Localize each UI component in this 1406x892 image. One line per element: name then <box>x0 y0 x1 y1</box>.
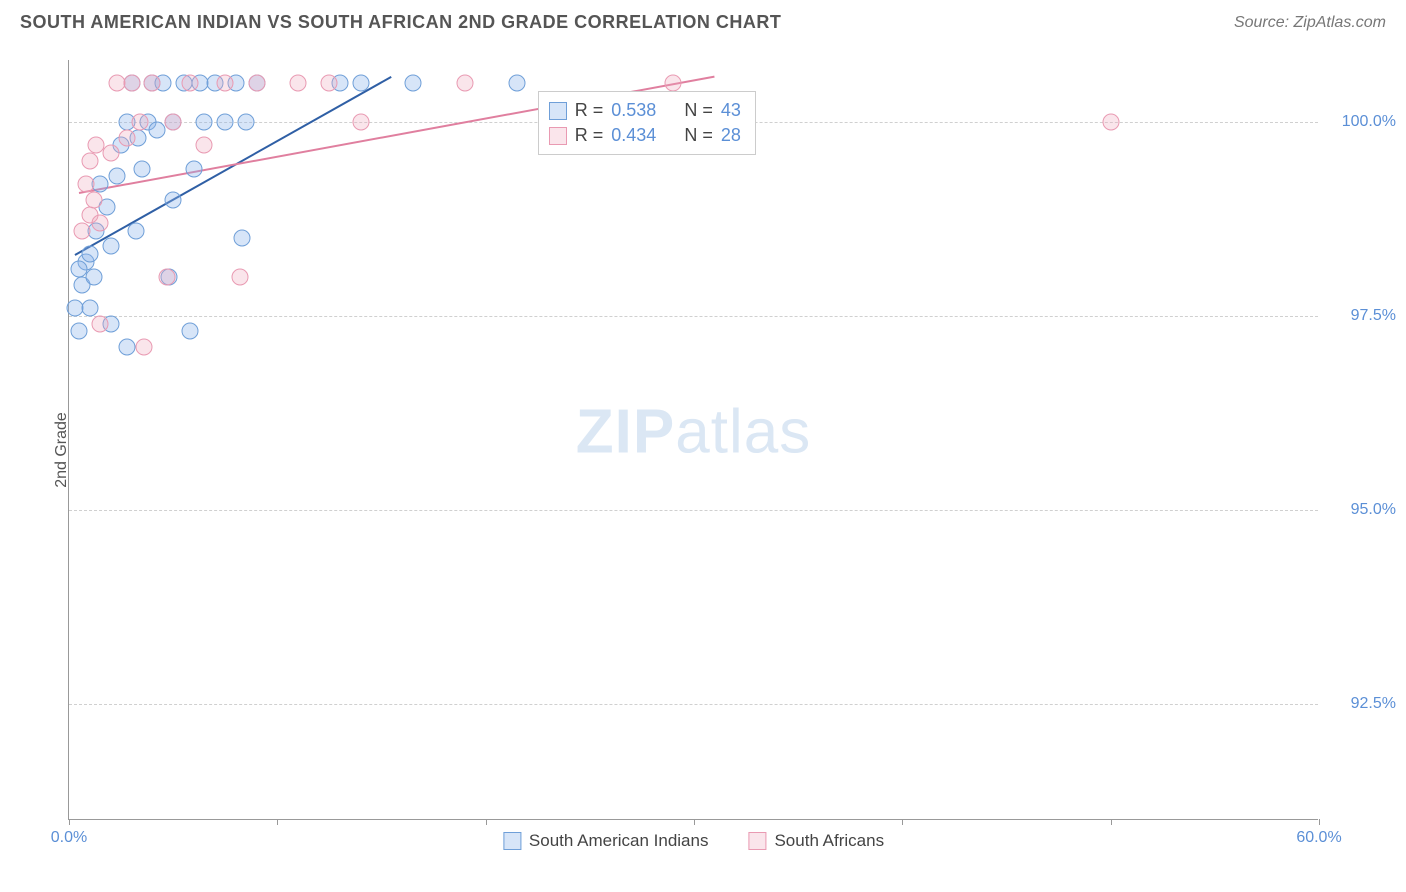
gridline <box>69 704 1318 705</box>
data-point <box>665 75 682 92</box>
data-point <box>233 230 250 247</box>
data-point <box>196 114 213 131</box>
data-point <box>181 75 198 92</box>
data-point <box>136 338 153 355</box>
legend-n-label: N = <box>684 100 713 121</box>
data-point <box>217 75 234 92</box>
data-point <box>71 323 88 340</box>
data-point <box>131 114 148 131</box>
y-tick-label: 97.5% <box>1326 307 1396 325</box>
data-point <box>127 222 144 239</box>
watermark-rest: atlas <box>675 397 811 466</box>
data-point <box>119 129 136 146</box>
data-point <box>181 323 198 340</box>
legend-n-value: 28 <box>721 125 741 146</box>
data-point <box>158 269 175 286</box>
data-point <box>92 176 109 193</box>
data-point <box>102 238 119 255</box>
data-point <box>148 121 165 138</box>
data-point <box>290 75 307 92</box>
x-tick-label: 60.0% <box>1296 829 1341 847</box>
legend-label: South American Indians <box>529 831 709 851</box>
legend-item: South Africans <box>748 831 884 851</box>
legend-item: South American Indians <box>503 831 709 851</box>
legend-r-label: R = <box>575 100 604 121</box>
data-point <box>92 214 109 231</box>
data-point <box>321 75 338 92</box>
data-point <box>186 160 203 177</box>
legend-swatch <box>549 127 567 145</box>
data-point <box>352 114 369 131</box>
y-tick-label: 92.5% <box>1326 695 1396 713</box>
data-point <box>248 75 265 92</box>
legend-n-label: N = <box>684 125 713 146</box>
data-point <box>508 75 525 92</box>
x-tick-mark <box>902 819 903 825</box>
legend-n-value: 43 <box>721 100 741 121</box>
legend-label: South Africans <box>774 831 884 851</box>
y-tick-label: 100.0% <box>1326 113 1396 131</box>
x-tick-mark <box>277 819 278 825</box>
data-point <box>102 145 119 162</box>
data-point <box>196 137 213 154</box>
gridline <box>69 510 1318 511</box>
chart-container: 2nd Grade ZIPatlas 92.5%95.0%97.5%100.0%… <box>20 50 1386 850</box>
data-point <box>352 75 369 92</box>
legend-swatch <box>549 102 567 120</box>
x-tick-mark <box>69 819 70 825</box>
legend-bottom: South American Indians South Africans <box>503 831 884 851</box>
data-point <box>133 160 150 177</box>
data-point <box>77 176 94 193</box>
data-point <box>86 191 103 208</box>
legend-r-value: 0.538 <box>611 100 656 121</box>
x-tick-mark <box>1111 819 1112 825</box>
data-point <box>81 245 98 262</box>
legend-swatch <box>503 832 521 850</box>
data-point <box>119 338 136 355</box>
data-point <box>108 168 125 185</box>
data-point <box>231 269 248 286</box>
data-point <box>123 75 140 92</box>
chart-source: Source: ZipAtlas.com <box>1234 14 1386 32</box>
data-point <box>81 300 98 317</box>
legend-r-label: R = <box>575 125 604 146</box>
x-tick-mark <box>694 819 695 825</box>
legend-row: R = 0.434 N = 28 <box>549 123 741 148</box>
x-tick-label: 0.0% <box>51 829 87 847</box>
data-point <box>144 75 161 92</box>
chart-header: SOUTH AMERICAN INDIAN VS SOUTH AFRICAN 2… <box>0 0 1406 41</box>
data-point <box>86 269 103 286</box>
data-point <box>456 75 473 92</box>
data-point <box>1102 114 1119 131</box>
chart-title: SOUTH AMERICAN INDIAN VS SOUTH AFRICAN 2… <box>20 12 781 33</box>
legend-row: R = 0.538 N = 43 <box>549 98 741 123</box>
watermark-bold: ZIP <box>576 397 675 466</box>
plot-area: ZIPatlas 92.5%95.0%97.5%100.0%0.0%60.0%R… <box>68 60 1318 820</box>
watermark: ZIPatlas <box>576 396 811 467</box>
x-tick-mark <box>486 819 487 825</box>
data-point <box>73 222 90 239</box>
data-point <box>404 75 421 92</box>
data-point <box>92 315 109 332</box>
legend-swatch <box>748 832 766 850</box>
data-point <box>165 114 182 131</box>
data-point <box>81 152 98 169</box>
y-tick-label: 95.0% <box>1326 501 1396 519</box>
data-point <box>217 114 234 131</box>
x-tick-mark <box>1319 819 1320 825</box>
gridline <box>69 316 1318 317</box>
data-point <box>238 114 255 131</box>
data-point <box>165 191 182 208</box>
legend-inset: R = 0.538 N = 43 R = 0.434 N = 28 <box>538 91 756 155</box>
legend-r-value: 0.434 <box>611 125 656 146</box>
